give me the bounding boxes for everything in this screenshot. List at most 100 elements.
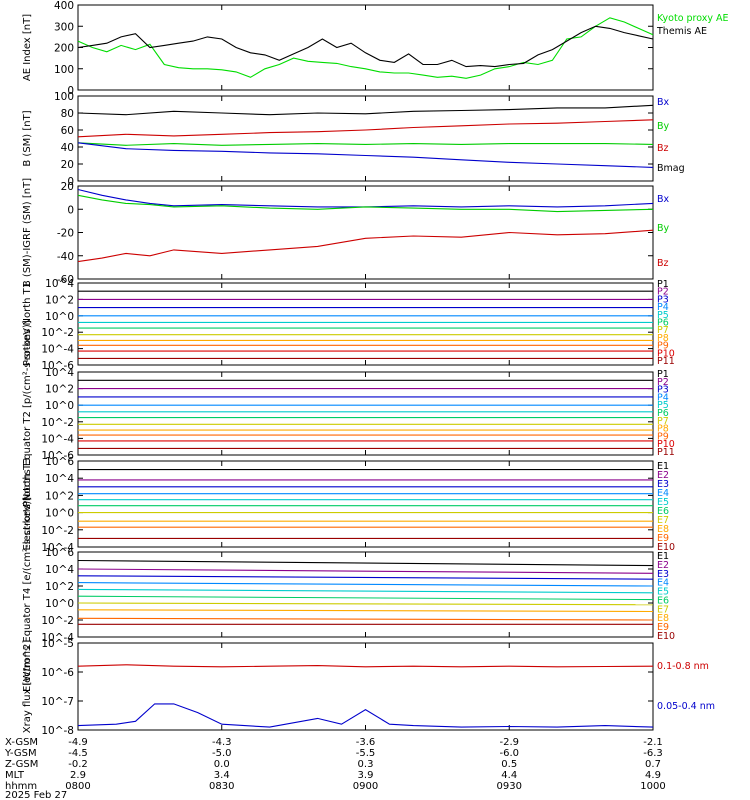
y-tick-label: 10^-8: [41, 725, 74, 737]
x-axis-value: 0.5: [501, 759, 517, 770]
series-line-e7: [77, 602, 654, 606]
y-tick-label: 10^-2: [41, 525, 74, 537]
x-axis-value: -6.3: [643, 748, 663, 759]
y-tick-label: 10^0: [45, 311, 74, 323]
y-tick-label: 10^2: [45, 294, 74, 306]
legend-entry: 0.1-0.8 nm: [657, 661, 709, 672]
x-axis-value: -0.2: [68, 759, 88, 770]
legend-entry: P4: [657, 392, 669, 403]
y-tick-label: 0: [67, 176, 74, 188]
series-line-bx: [77, 188, 654, 208]
x-axis-row-label: MLT: [5, 770, 25, 781]
y-tick-label: 20: [61, 159, 74, 171]
x-axis-value: 0.3: [358, 759, 374, 770]
series-line-e8: [77, 609, 654, 613]
y-tick-label: -20: [57, 228, 74, 240]
y-tick-label: 10^4: [45, 473, 74, 485]
series-line-bx: [77, 142, 654, 168]
y-tick-label: 10^-2: [41, 417, 74, 429]
y-tick-label: 0: [67, 204, 74, 216]
legend-entry: E6: [657, 595, 669, 606]
y-tick-label: 100: [54, 91, 74, 103]
panel-frame: [77, 95, 654, 182]
x-axis-value: 0900: [353, 781, 378, 792]
x-axis-value: 0930: [497, 781, 522, 792]
series-line-kyoto-proxy-ae: [77, 17, 654, 79]
legend-entry: E7: [657, 515, 669, 526]
panel-4: 10^-6 10^-4 10^-2 10^0 10^2 10^4 Protons North…: [22, 278, 675, 372]
y-tick-label: 60: [61, 125, 74, 137]
y-tick-label: -60: [57, 274, 74, 286]
y-axis-label: Protons Equator T2 [p/(cm²-s-sr-keV)]: [22, 320, 33, 507]
legend-entry: E3: [657, 569, 669, 580]
x-axis-value: -2.9: [499, 737, 519, 748]
legend-entry: E9: [657, 622, 669, 633]
panel-frame: [77, 371, 654, 456]
legend-entry: Kyoto proxy AE: [657, 13, 729, 24]
x-axis-value: -2.1: [643, 737, 663, 748]
panel-5: 10^-6 10^-4 10^-2 10^0 10^2 10^4 Protons Equat…: [22, 320, 675, 507]
legend-entry: P1: [657, 279, 669, 290]
y-tick-label: 100: [54, 64, 74, 76]
legend-entry: By: [657, 121, 670, 132]
legend-entry: Bmag: [657, 163, 685, 174]
series-line-e4: [77, 582, 654, 587]
x-axis-row-label: Z-GSM: [5, 759, 38, 770]
x-axis-value: -5.0: [212, 748, 232, 759]
y-tick-label: 10^-4: [41, 542, 74, 554]
legend-entry: E5: [657, 497, 669, 508]
x-axis-value: 0.0: [214, 759, 230, 770]
series-line-bmag: [77, 104, 654, 116]
y-tick-label: 10^0: [45, 400, 74, 412]
y-tick-label: 10^-4: [41, 632, 74, 644]
y-tick-label: 0: [67, 85, 74, 97]
legend-entry: Bz: [657, 258, 669, 269]
y-tick-label: 200: [54, 43, 74, 55]
y-tick-label: 40: [61, 142, 74, 154]
x-axis-value: 4.4: [501, 770, 517, 781]
legend-entry: E10: [657, 542, 675, 553]
y-tick-label: 10^6: [45, 547, 74, 559]
series-line-e1: [77, 559, 654, 567]
panel-frame: [77, 4, 654, 91]
y-tick-label: 10^6: [45, 456, 74, 468]
legend-entry: E7: [657, 604, 669, 615]
legend-entry: E5: [657, 587, 669, 598]
x-axis-value: 3.9: [358, 770, 374, 781]
legend-entry: E4: [657, 578, 669, 589]
y-tick-label: 10^-6: [41, 667, 74, 679]
x-axis-value: 1000: [640, 781, 665, 792]
y-tick-label: 10^4: [45, 278, 74, 290]
panel-6: 10^-4 10^-2 10^0 10^2 10^4 10^6 Electrons Nort…: [22, 456, 675, 554]
x-axis-value: -4.3: [212, 737, 232, 748]
legend-entry: P10: [657, 348, 675, 359]
legend-entry: P3: [657, 385, 669, 396]
panel-frame: [77, 642, 654, 731]
y-tick-label: 10^2: [45, 384, 74, 396]
panel-1: 0 100 200 300 400 AE Index [nT] Kyoto proxy AE…: [22, 0, 729, 97]
y-tick-label: 10^2: [45, 490, 74, 502]
legend-entry: E1: [657, 551, 669, 562]
y-tick-label: 20: [61, 181, 74, 193]
legend-entry: P5: [657, 310, 669, 321]
legend-entry: 0.05-0.4 nm: [657, 701, 715, 712]
x-axis-value: 0830: [209, 781, 234, 792]
legend-entry: E8: [657, 524, 669, 535]
panel-frame: [77, 282, 654, 366]
legend-entry: Bx: [657, 97, 670, 108]
x-axis-table: X-GSM -4.9 -4.3 -3.6 -2.9 -2.1 Y-GSM -4.5 -5.0 -5…: [4, 737, 666, 800]
series-line-e5: [77, 588, 654, 594]
legend-entry: P11: [657, 356, 675, 367]
y-tick-label: 10^-4: [41, 344, 74, 356]
y-axis-label: Electrons North T3: [22, 457, 33, 550]
y-axis-label: Xray flux [W/m^2]: [22, 640, 33, 734]
series-line-bz: [77, 119, 654, 138]
y-axis-label: Electrons Equator T4 [e/(cm²-s-sr-keV)]: [22, 497, 33, 692]
legend-entry: Bx: [657, 194, 670, 205]
series-line-0-1-0-8-nm: [77, 664, 654, 668]
legend-entry: P7: [657, 416, 669, 427]
legend-entry: Bz: [657, 143, 669, 154]
legend-entry: E2: [657, 470, 669, 481]
